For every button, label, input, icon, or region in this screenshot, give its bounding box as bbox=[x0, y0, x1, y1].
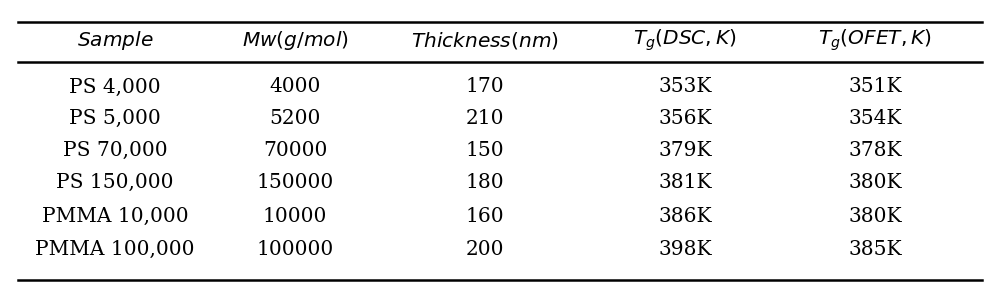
Text: 180: 180 bbox=[466, 173, 504, 192]
Text: 354K: 354K bbox=[848, 109, 902, 128]
Text: $\mathit{Sample}$: $\mathit{Sample}$ bbox=[77, 29, 153, 52]
Text: 170: 170 bbox=[466, 77, 504, 97]
Text: PS 5,000: PS 5,000 bbox=[69, 109, 161, 128]
Text: 398K: 398K bbox=[658, 240, 712, 259]
Text: 385K: 385K bbox=[848, 240, 902, 259]
Text: 380K: 380K bbox=[848, 173, 902, 192]
Text: PMMA 10,000: PMMA 10,000 bbox=[42, 206, 188, 226]
Text: 5200: 5200 bbox=[269, 109, 321, 128]
Text: 381K: 381K bbox=[658, 173, 712, 192]
Text: 100000: 100000 bbox=[256, 240, 334, 259]
Text: 70000: 70000 bbox=[263, 141, 327, 160]
Text: PS 4,000: PS 4,000 bbox=[69, 77, 161, 97]
Text: $\mathit{T}_{\mathit{g}}\mathit{(DSC,K)}$: $\mathit{T}_{\mathit{g}}\mathit{(DSC,K)}… bbox=[633, 28, 737, 53]
Text: 378K: 378K bbox=[848, 141, 902, 160]
Text: 150000: 150000 bbox=[256, 173, 334, 192]
Text: $\mathit{T}_{\mathit{g}}\mathit{(OFET,K)}$: $\mathit{T}_{\mathit{g}}\mathit{(OFET,K)… bbox=[818, 28, 932, 53]
Text: PMMA 100,000: PMMA 100,000 bbox=[35, 240, 195, 259]
Text: 160: 160 bbox=[466, 206, 504, 226]
Text: 386K: 386K bbox=[658, 206, 712, 226]
Text: 4000: 4000 bbox=[269, 77, 321, 97]
Text: PS 70,000: PS 70,000 bbox=[63, 141, 167, 160]
Text: $\mathit{Thickness(nm)}$: $\mathit{Thickness(nm)}$ bbox=[411, 30, 559, 51]
Text: 380K: 380K bbox=[848, 206, 902, 226]
Text: $\mathit{Mw(g/mol)}$: $\mathit{Mw(g/mol)}$ bbox=[242, 29, 348, 52]
Text: 10000: 10000 bbox=[263, 206, 327, 226]
Text: 356K: 356K bbox=[658, 109, 712, 128]
Text: 351K: 351K bbox=[848, 77, 902, 97]
Text: 379K: 379K bbox=[658, 141, 712, 160]
Text: 353K: 353K bbox=[658, 77, 712, 97]
Text: 210: 210 bbox=[466, 109, 504, 128]
Text: 200: 200 bbox=[466, 240, 504, 259]
Text: PS 150,000: PS 150,000 bbox=[56, 173, 174, 192]
Text: 150: 150 bbox=[466, 141, 504, 160]
